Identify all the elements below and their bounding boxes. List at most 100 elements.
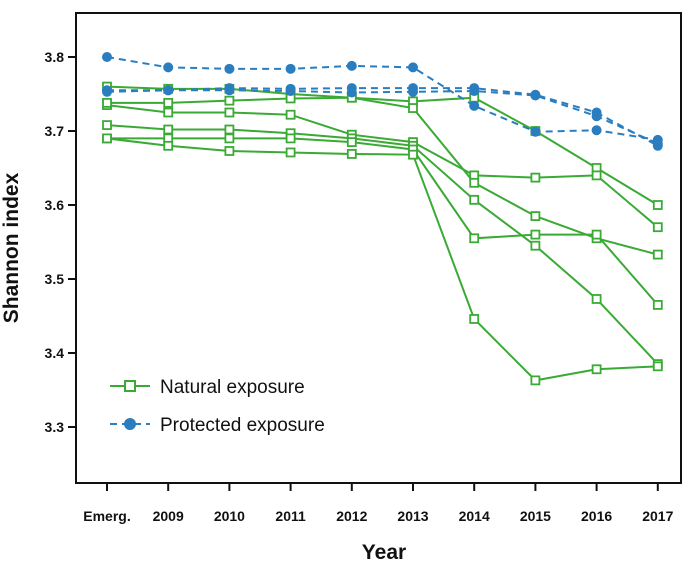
data-point [285,133,296,144]
data-point [591,111,602,122]
data-point [285,109,296,120]
data-point [408,103,418,113]
series-natural-4 [102,120,663,370]
data-point [591,125,602,136]
x-tick-label: Emerg. [83,508,130,524]
series-natural-3 [102,92,663,260]
x-tick-label: 2017 [642,508,673,524]
legend-item-protected: Protected exposure [110,415,325,436]
data-point [591,170,602,181]
y-tick-label: 3.3 [45,419,65,435]
data-point [102,120,112,130]
data-point [591,364,602,375]
x-tick-label: 2016 [581,508,612,524]
legend-marker [124,380,136,392]
legend-label: Protected exposure [160,415,325,436]
legend-item-natural: Natural exposure [110,377,305,398]
data-point [469,177,480,188]
data-point [346,137,357,148]
data-point [163,107,174,118]
data-point [285,86,296,97]
x-tick-label: 2010 [214,508,245,524]
x-tick-label: 2009 [153,508,184,524]
data-point [285,63,296,74]
data-point [346,60,357,71]
series-line [106,89,659,145]
data-point [469,233,480,244]
data-point [102,133,112,144]
data-point [469,86,480,97]
data-point [530,126,541,137]
data-point [652,222,663,233]
data-point [591,294,602,304]
data-point [102,52,112,62]
data-point [224,133,235,144]
x-axis-title: Year [362,541,406,561]
data-point [652,200,663,210]
x-tick-label: 2012 [336,508,367,524]
series-line [107,87,659,147]
data-point [408,86,418,97]
data-point [224,124,235,135]
plot-frame [75,12,682,484]
legend-label: Natural exposure [160,377,305,398]
data-point [530,375,541,386]
data-point [408,149,418,160]
series-line [106,56,658,141]
data-point [408,62,418,73]
legend: Natural exposure Protected exposure [110,377,325,436]
data-point [163,85,174,96]
data-point [530,229,541,240]
data-point [469,314,480,324]
y-axis-title: Shannon index [0,172,23,323]
x-tick-label: 2014 [459,508,490,524]
data-point [224,146,235,156]
series-line [106,137,658,382]
series-line [106,85,659,206]
x-tick-label: 2011 [275,508,306,524]
series-natural-6 [102,133,663,386]
data-point [530,240,541,251]
data-point [469,100,480,111]
data-point [163,97,174,108]
data-point [224,85,235,96]
y-axis: 3.3 3.4 3.5 3.6 3.7 3.8 [45,49,76,435]
data-point [224,63,235,74]
series-line [106,124,659,365]
series-protected-3 [102,85,663,149]
series-protected-1 [102,52,663,145]
y-tick-label: 3.5 [45,271,65,287]
y-tick-label: 3.4 [45,345,65,361]
data-point [102,97,112,108]
data-point [163,124,174,135]
x-axis: Emerg. 2009 2010 2011 2012 2013 2014 2015 2016 20… [83,483,674,524]
x-tick-label: 2015 [520,508,551,524]
data-point [530,90,541,101]
series-natural-2 [102,100,663,233]
data-point [224,107,235,118]
data-point [652,249,663,260]
data-point [652,138,663,149]
data-point [469,194,480,205]
data-point [163,62,174,73]
data-point [652,299,663,310]
data-point [224,95,235,106]
data-point [530,211,541,222]
data-point [285,147,296,158]
y-tick-label: 3.7 [45,123,65,139]
data-point [652,361,663,372]
data-point [346,87,357,98]
data-point [102,86,112,97]
series-line [107,137,659,306]
data-point [530,172,541,183]
y-tick-label: 3.6 [45,197,65,213]
series-line [107,96,659,256]
legend-marker [124,418,136,430]
y-tick-label: 3.8 [45,49,65,65]
series-line [106,104,659,228]
data-point [591,229,602,240]
data-point [346,149,357,159]
series-layer [102,52,663,386]
series-protected-2 [102,83,663,151]
